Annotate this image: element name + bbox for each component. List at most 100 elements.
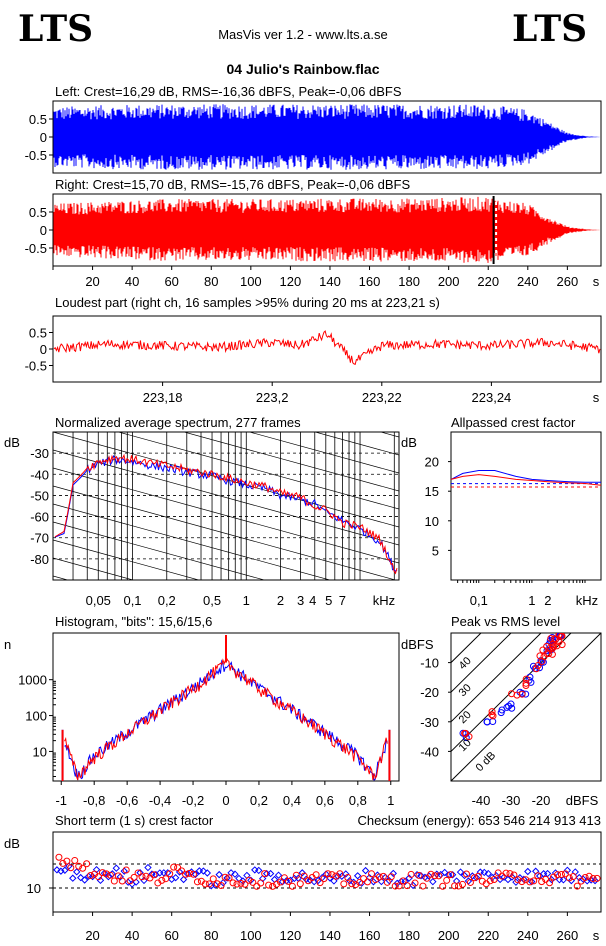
shortcrest-L-point xyxy=(429,877,437,886)
shortcrest-R-point xyxy=(375,873,383,881)
shortcrest-R-point xyxy=(364,878,372,886)
shortcrest-R-point xyxy=(518,878,526,886)
loudest-xtick-label: 223,18 xyxy=(143,390,183,405)
time-xtick-label: 120 xyxy=(280,274,302,289)
allpass-title: Allpassed crest factor xyxy=(451,415,576,430)
shortcrest-R-point xyxy=(431,872,439,880)
shortcrest-R-point xyxy=(83,860,91,868)
shortcrest-R-point xyxy=(209,875,217,883)
shortcrest-R-point xyxy=(407,870,415,878)
shortcrest-L-point xyxy=(342,870,350,878)
shortcrest-R-point xyxy=(134,869,142,877)
loudest-xtick-label: 223,22 xyxy=(362,390,402,405)
shortcrest-R-point xyxy=(174,864,182,872)
shortcrest-xtick-label: 60 xyxy=(164,928,178,943)
shortcrest-L-point xyxy=(140,876,148,885)
spectrum-slope-line xyxy=(53,557,135,580)
shortcrest-L-point xyxy=(73,868,81,876)
shortcrest-R-point xyxy=(514,876,522,884)
shortcrest-R-point xyxy=(530,877,538,885)
shortcrest-R-point xyxy=(316,879,324,887)
shortcrest-R-point xyxy=(565,874,573,882)
shortcrest-L-point xyxy=(61,866,69,874)
shortcrest-xtick-label: 80 xyxy=(204,928,218,943)
shortcrest-title: Short term (1 s) crest factor xyxy=(55,813,214,828)
shortcrest-R-point xyxy=(201,880,209,888)
peakrms-R-point xyxy=(553,642,561,650)
peakrms-R-point xyxy=(532,665,540,673)
peakrms-diag-label: 40 xyxy=(457,655,474,672)
shortcrest-xtick-label: 200 xyxy=(438,928,460,943)
shortcrest-R-point xyxy=(261,870,269,878)
shortcrest-L-point xyxy=(251,866,259,874)
peakrms-R-point xyxy=(555,633,563,639)
peakrms-R-point xyxy=(488,711,496,719)
loudest-signal xyxy=(53,330,601,365)
shortcrest-R-point xyxy=(593,874,601,882)
shortcrest-R-point xyxy=(265,881,273,889)
shortcrest-L-point xyxy=(136,869,144,877)
spectrum-xtick-label: 1 xyxy=(243,593,250,608)
loudest-xtick-label: s xyxy=(593,390,600,405)
spectrum-frame xyxy=(52,431,400,581)
shortcrest-R-point xyxy=(158,876,166,884)
shortcrest-R-point xyxy=(312,871,320,879)
shortcrest-L-point xyxy=(112,864,121,872)
shortcrest-R-point xyxy=(502,869,510,877)
shortcrest-L-point xyxy=(191,870,200,879)
shortcrest-L-point xyxy=(361,866,370,875)
shortcrest-R-point xyxy=(557,871,565,879)
spectrum-ylabel: dB xyxy=(4,435,20,450)
loudest-ytick-label: 0 xyxy=(40,342,47,357)
shortcrest-xtick-label: 240 xyxy=(517,928,539,943)
shortcrest-R-point xyxy=(55,853,63,861)
shortcrest-L-point xyxy=(456,868,465,876)
shortcrest-L-point xyxy=(96,876,105,885)
shortcrest-L-point xyxy=(448,871,457,879)
shortcrest-xtick-label: 120 xyxy=(280,928,302,943)
shortcrest-R-point xyxy=(569,872,577,880)
spectrum-slope-line xyxy=(53,485,397,580)
peakrms-crest-line xyxy=(451,633,512,693)
spectrum-slope-line xyxy=(53,539,201,580)
shortcrest-L-point xyxy=(215,870,223,879)
shortcrest-R-point xyxy=(205,880,213,888)
peakrms-title: Peak vs RMS level xyxy=(451,614,560,629)
shortcrest-R-point xyxy=(118,877,126,885)
shortcrest-R-point xyxy=(490,875,498,883)
peakrms-diag-label: 10 xyxy=(457,737,474,754)
peakrms-R-point xyxy=(543,650,551,658)
time-xtick-label: 200 xyxy=(438,274,460,289)
spectrum-grid xyxy=(53,432,399,580)
shortcrest-R-point xyxy=(459,880,467,888)
spectrum-xtick-label: kHz xyxy=(373,593,395,608)
shortcrest-R-point xyxy=(324,870,332,878)
allpass-ytick-label: 20 xyxy=(425,455,439,470)
shortcrest-L-point xyxy=(57,867,65,875)
shortcrest-L-point xyxy=(266,869,275,878)
shortcrest-R-point xyxy=(526,878,534,886)
histogram-xtick-label: -0,6 xyxy=(116,793,138,808)
histogram-ytick-label: 10 xyxy=(33,744,47,759)
histogram-ytick-label: 1000 xyxy=(18,673,47,688)
shortcrest-R-point xyxy=(277,878,285,886)
shortcrest-R-point xyxy=(486,877,494,885)
shortcrest-R-point xyxy=(577,877,585,885)
shortcrest-R-point xyxy=(344,874,352,882)
shortcrest-R-point xyxy=(379,872,387,880)
spectrum-xtick-label: 0,5 xyxy=(203,593,221,608)
shortcrest-xtick-label: 20 xyxy=(85,928,99,943)
shortcrest-L-point xyxy=(156,869,164,877)
peakrms-L-point xyxy=(503,703,511,711)
histogram-plot xyxy=(61,635,391,781)
histogram-xtick-label: 0,4 xyxy=(283,793,301,808)
shortcrest-R-point xyxy=(189,870,197,878)
shortcrest-R-point xyxy=(130,873,138,881)
spectrum-slope-line xyxy=(313,432,399,456)
shortcrest-L-point xyxy=(231,870,239,878)
shortcrest-L-point xyxy=(144,863,152,872)
shortcrest-R-point xyxy=(102,870,110,878)
shortcrest-L-point xyxy=(199,867,208,875)
shortcrest-R-point xyxy=(387,873,395,881)
